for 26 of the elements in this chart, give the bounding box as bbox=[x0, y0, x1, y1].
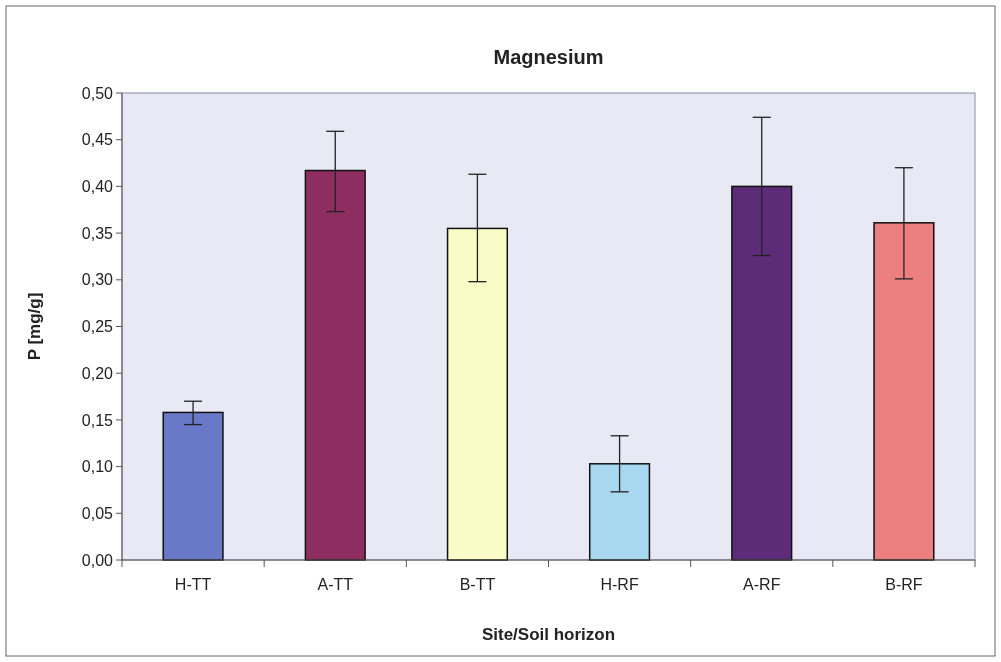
y-axis-title: P [mg/g] bbox=[25, 292, 44, 361]
bar bbox=[304, 169, 366, 561]
bar bbox=[731, 185, 793, 561]
bar bbox=[588, 463, 651, 561]
x-tick-label: B-TT bbox=[459, 576, 496, 593]
y-tick-label: 0,45 bbox=[81, 131, 114, 149]
y-tick-label: 0,00 bbox=[81, 551, 114, 569]
x-tick-label: A-RF bbox=[743, 576, 781, 593]
bar bbox=[446, 227, 509, 561]
y-tick-label: 0,30 bbox=[81, 271, 114, 289]
y-tick-label: 0,10 bbox=[81, 458, 114, 476]
x-tick-label: H-TT bbox=[174, 576, 212, 593]
y-tick-label: 0,25 bbox=[81, 318, 114, 336]
y-tick-label: 0,35 bbox=[81, 224, 114, 242]
x-axis-title: Site/Soil horizon bbox=[481, 625, 616, 644]
x-tick-label: B-RF bbox=[885, 576, 923, 593]
y-tick-label: 0,40 bbox=[81, 178, 114, 195]
y-tick-label: 0,50 bbox=[81, 84, 114, 102]
y-tick-label: 0,15 bbox=[81, 411, 114, 429]
bar bbox=[162, 411, 224, 561]
chart-title: Magnesium bbox=[493, 46, 604, 68]
x-tick-label: H-RF bbox=[600, 576, 639, 593]
y-tick-label: 0,05 bbox=[81, 504, 114, 522]
x-tick-label: A-TT bbox=[317, 576, 354, 593]
bar bbox=[873, 222, 935, 561]
y-tick-label: 0,20 bbox=[81, 364, 114, 382]
